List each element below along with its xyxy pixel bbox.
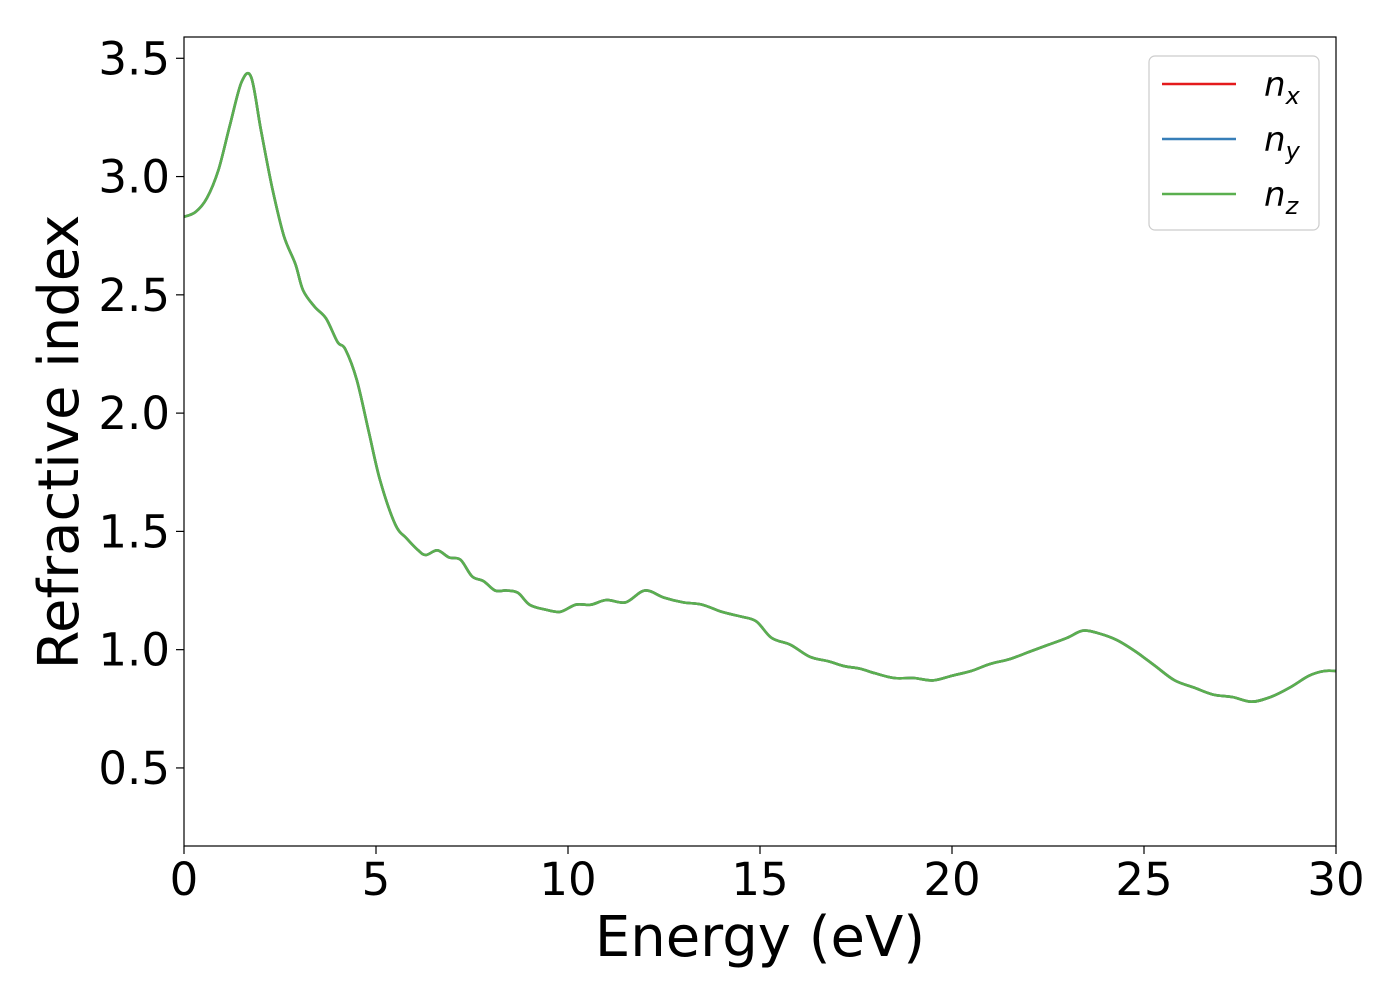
legend: nx ny nz bbox=[1148, 55, 1320, 231]
legend-label-nz: nz bbox=[1264, 175, 1300, 220]
x-axis-ticks: 0 5 10 15 20 25 30 bbox=[170, 846, 1365, 906]
y-tick-label: 0.5 bbox=[98, 742, 170, 795]
y-tick-label: 2.0 bbox=[98, 387, 170, 440]
y-tick-label: 3.5 bbox=[98, 32, 170, 85]
series-layer bbox=[183, 71, 1337, 703]
x-tick-label: 10 bbox=[539, 853, 596, 906]
x-axis-label: Energy (eV) bbox=[595, 905, 925, 970]
y-tick-label: 1.5 bbox=[98, 505, 170, 558]
y-tick-label: 1.0 bbox=[98, 624, 170, 677]
y-tick-label: 3.0 bbox=[98, 151, 170, 204]
x-tick-label: 5 bbox=[362, 853, 391, 906]
x-tick-label: 30 bbox=[1307, 853, 1364, 906]
x-tick-label: 0 bbox=[170, 853, 199, 906]
y-axis-ticks: 0.5 1.0 1.5 2.0 2.5 3.0 3.5 bbox=[98, 32, 184, 795]
legend-label-nx: nx bbox=[1264, 65, 1301, 110]
y-axis-label: Refractive index bbox=[27, 215, 92, 670]
x-tick-label: 20 bbox=[923, 853, 980, 906]
x-tick-label: 25 bbox=[1115, 853, 1172, 906]
series-line-nz bbox=[183, 71, 1337, 703]
x-tick-label: 15 bbox=[731, 853, 788, 906]
y-tick-label: 2.5 bbox=[98, 269, 170, 322]
legend-label-ny: ny bbox=[1264, 120, 1301, 165]
legend-items: nx ny nz bbox=[1162, 65, 1301, 220]
legend-box bbox=[1148, 55, 1320, 231]
